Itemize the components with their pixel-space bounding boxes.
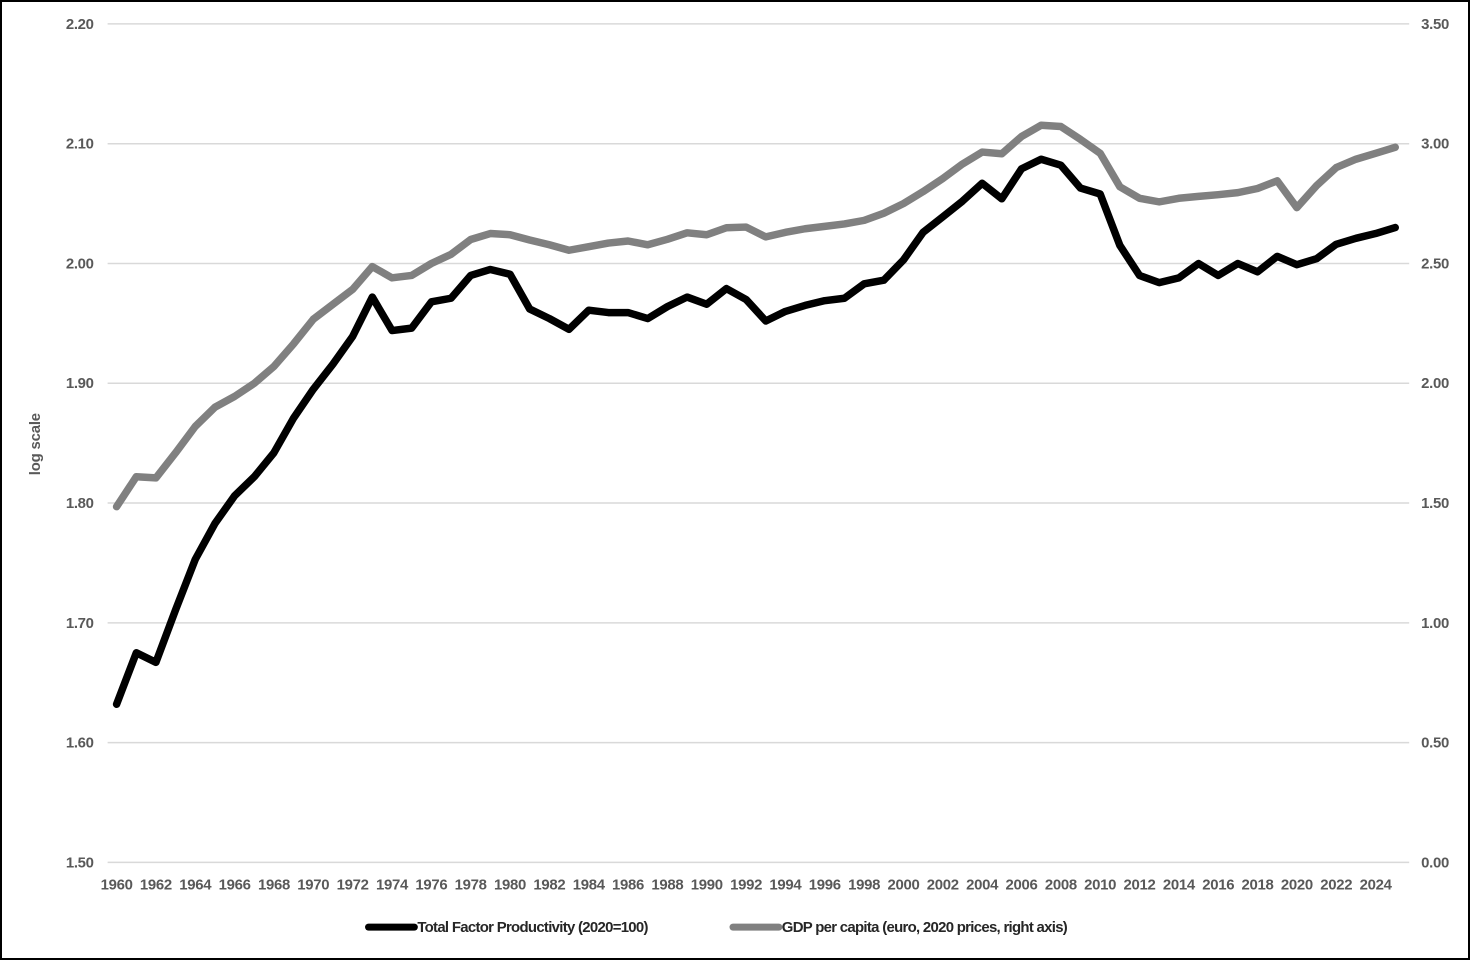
x-axis-tick: 2010	[1084, 876, 1116, 893]
right-axis-tick: 1.00	[1421, 615, 1449, 632]
tfp-line	[112, 155, 1399, 708]
left-axis-tick-labels: 2.20 2.10 2.00 1.90 1.80 1.70 1.60 1.50	[66, 16, 94, 871]
left-axis-tick: 1.60	[66, 735, 94, 752]
x-axis-tick: 1986	[612, 876, 644, 893]
left-axis-title: log scale	[27, 413, 44, 475]
x-axis-tick: 2020	[1281, 876, 1313, 893]
data-series	[112, 121, 1399, 708]
right-axis-tick: 3.00	[1421, 136, 1449, 153]
x-axis-tick: 1962	[140, 876, 172, 893]
left-axis-tick: 1.80	[66, 495, 94, 512]
tfp-legend-label: Total Factor Productivity (2020=100)	[417, 919, 648, 936]
gdp-legend-label: GDP per capita (euro, 2020 prices, right…	[782, 919, 1068, 936]
left-axis-tick: 1.90	[66, 375, 94, 392]
x-axis-tick: 1964	[179, 876, 212, 893]
left-axis-tick: 1.50	[66, 854, 94, 871]
left-axis-tick: 1.70	[66, 615, 94, 632]
x-axis-tick: 1980	[494, 876, 526, 893]
x-axis-tick: 1972	[337, 876, 369, 893]
x-axis-tick: 1978	[455, 876, 487, 893]
x-axis-tick: 2014	[1163, 876, 1196, 893]
x-axis-tick: 1960	[101, 876, 133, 893]
left-axis-tick: 2.20	[66, 16, 94, 33]
left-axis-tick: 2.00	[66, 255, 94, 272]
right-axis-tick: 1.50	[1421, 495, 1449, 512]
x-axis-tick: 2002	[927, 876, 959, 893]
x-axis-tick: 2022	[1320, 876, 1352, 893]
x-axis-tick: 1998	[848, 876, 880, 893]
x-axis-tick: 1994	[769, 876, 802, 893]
right-axis-tick: 0.00	[1421, 854, 1449, 871]
right-axis-tick: 2.00	[1421, 375, 1449, 392]
x-axis-tick: 2016	[1202, 876, 1234, 893]
x-axis-tick: 2024	[1360, 876, 1393, 893]
x-axis-tick: 2004	[966, 876, 999, 893]
x-axis-tick: 2000	[887, 876, 919, 893]
x-axis-tick: 1990	[691, 876, 723, 893]
x-axis-tick: 2006	[1005, 876, 1037, 893]
x-axis-tick: 1988	[651, 876, 683, 893]
x-axis-tick: 1982	[533, 876, 565, 893]
x-axis-tick: 1984	[573, 876, 606, 893]
right-axis-tick-labels: 3.50 3.00 2.50 2.00 1.50 1.00 0.50 0.00	[1421, 16, 1449, 871]
x-axis-tick: 1976	[415, 876, 447, 893]
x-axis-tick: 1974	[376, 876, 409, 893]
x-axis-tick: 1968	[258, 876, 290, 893]
gdp-line	[112, 121, 1399, 511]
right-axis-tick: 0.50	[1421, 735, 1449, 752]
gridlines	[107, 23, 1410, 864]
x-axis-tick-labels: 1960 1962 1964 1966 1968 1970 1972 1974 1976 1978…	[101, 876, 1393, 893]
x-axis-tick: 1970	[297, 876, 329, 893]
x-axis-tick: 1992	[730, 876, 762, 893]
x-axis-tick: 2012	[1124, 876, 1156, 893]
x-axis-tick: 1996	[809, 876, 841, 893]
x-axis-tick: 2008	[1045, 876, 1077, 893]
legend: Total Factor Productivity (2020=100) GDP…	[365, 919, 1069, 936]
left-axis-tick: 2.10	[66, 136, 94, 153]
x-axis-tick: 1966	[219, 876, 251, 893]
right-axis-tick: 2.50	[1421, 255, 1449, 272]
x-axis-tick: 2018	[1242, 876, 1274, 893]
right-axis-tick: 3.50	[1421, 16, 1449, 33]
